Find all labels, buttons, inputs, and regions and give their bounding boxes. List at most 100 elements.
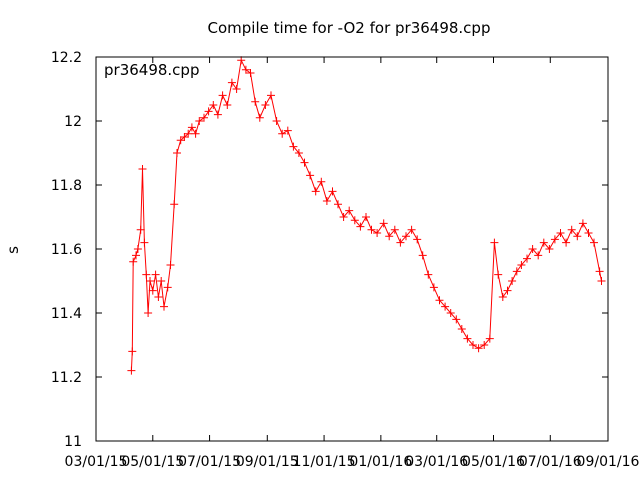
data-point [480,341,489,349]
data-point [213,110,222,119]
data-point [490,238,499,247]
data-point [261,101,270,109]
x-tick-label: 09/01/16 [577,454,640,470]
data-point [187,123,196,132]
data-point [180,133,189,141]
data-point [508,277,517,285]
data-point [127,366,136,375]
data-point [474,344,483,353]
data-point [463,334,472,343]
data-point [227,78,236,87]
data-point [418,251,427,260]
data-point [278,129,287,138]
data-point [218,91,227,100]
data-point [373,229,382,237]
data-point [132,251,140,260]
data-point [517,261,526,269]
data-point [545,245,554,253]
data-point [446,309,455,317]
data-point [469,341,477,349]
data-point [133,245,142,253]
data-point [494,270,503,279]
data-point [300,158,309,167]
y-tick-label: 11 [64,434,82,450]
data-point [251,97,260,106]
data-point [294,149,303,157]
data-point [590,238,598,247]
data-point [163,283,172,292]
data-point [567,225,576,234]
data-point [255,113,264,122]
data-point [267,91,275,100]
data-point [154,293,163,301]
data-point [272,117,281,125]
data-point [166,261,175,269]
data-point [151,270,160,279]
x-tick-label: 11/01/15 [293,454,356,470]
data-point [289,142,298,151]
plot-frame [95,56,609,442]
data-point [129,257,138,266]
data-point [498,293,507,301]
data-point [157,277,166,285]
y-tick-label: 11.6 [51,242,82,258]
data-point [223,101,232,109]
data-point [597,277,606,285]
y-tick-label: 11.8 [51,178,82,194]
data-point [362,213,370,221]
data-point [457,325,466,333]
data-point [556,229,565,237]
data-point [550,235,559,244]
chart-title: Compile time for -O2 for pr36498.cpp [208,19,491,37]
data-point [523,254,531,263]
data-point [441,302,450,311]
data-point [173,149,181,157]
y-tick-label: 11.2 [51,370,82,386]
data-point [209,101,218,109]
data-point [435,296,444,305]
x-tick-label: 01/01/16 [349,454,412,470]
data-point [339,213,348,221]
data-point [148,286,157,295]
data-point [204,107,213,116]
data-point [390,225,399,234]
data-point [311,187,320,196]
data-point [452,315,461,324]
data-point [317,177,326,186]
y-axis-label: s [4,246,22,254]
data-point [184,129,193,138]
data-point [413,235,422,244]
data-point [241,65,250,74]
x-tick-label: 05/01/16 [462,454,525,470]
data-point [306,171,315,180]
data-point [246,69,255,77]
data-point [503,286,512,295]
data-point [160,302,168,311]
y-tick-label: 12 [64,114,82,130]
x-tick-label: 07/01/15 [178,454,241,470]
data-point [334,200,342,209]
x-tick-label: 03/01/16 [405,454,468,470]
data-point [170,200,179,209]
data-point [138,165,147,173]
x-tick-label: 03/01/15 [65,454,128,470]
data-point [429,283,438,292]
x-axis: 03/01/1505/01/1507/01/1509/01/1511/01/15… [65,57,640,470]
data-point [584,229,593,237]
y-tick-label: 12.2 [51,50,82,66]
data-point [191,129,200,138]
data-point [237,56,246,65]
data-point [356,222,365,231]
data-point [322,197,331,205]
data-point [385,232,394,241]
data-point [402,232,410,241]
data-point [140,238,149,247]
data-point [176,136,185,145]
data-point [595,267,604,276]
data-point [328,187,337,196]
data-point [407,225,416,234]
data-point [128,347,137,356]
data-point [232,85,241,93]
